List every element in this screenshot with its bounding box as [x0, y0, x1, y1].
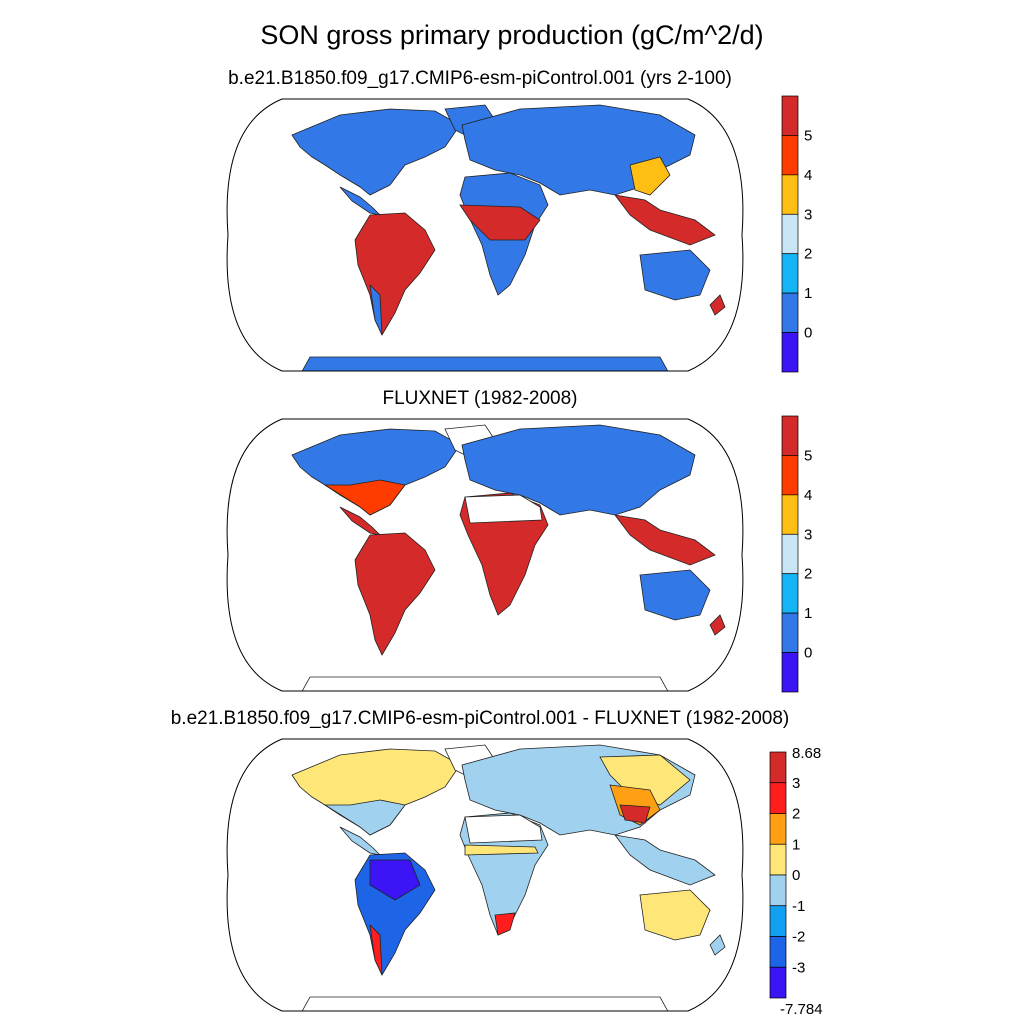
colorbar-min-label: -7.784 [780, 1001, 823, 1018]
colorbar-swatch [781, 174, 799, 215]
colorbar-swatch [781, 612, 799, 653]
figure-title: SON gross primary production (gC/m^2/d) [260, 20, 764, 50]
panel-3-land [291, 744, 726, 1011]
na-land [291, 108, 461, 196]
colorbar-swatch [781, 533, 799, 575]
panel-2-map [226, 418, 744, 692]
panel-1-land [291, 104, 726, 371]
colorbar-swatch [769, 782, 787, 814]
panel-2-land [291, 424, 726, 691]
sa-land [354, 212, 436, 336]
colorbar-tick-label: 1 [792, 836, 800, 853]
colorbar-tick-label: 5 [804, 127, 812, 144]
colorbar-tick-label: 3 [804, 206, 812, 223]
colorbar-swatch [781, 455, 799, 496]
colorbar-swatch [781, 213, 799, 255]
colorbar-tick-label: 2 [792, 806, 800, 823]
colorbar-swatch [781, 494, 799, 535]
colorbar-tick-label: 3 [792, 775, 800, 792]
colorbar-tick-label: 2 [804, 246, 812, 263]
colorbar-tick-label: 4 [804, 487, 812, 504]
panel-2-colorbar: 5 4 3 2 1 0 [781, 415, 812, 693]
colorbar-tick-label: 5 [804, 447, 812, 464]
colorbar-tick-label: 1 [804, 285, 812, 302]
colorbar-swatch [769, 751, 787, 784]
panel-1-colorbar: 5 4 3 2 1 0 [781, 95, 812, 373]
panel-3-colorbar: 3 2 1 0 -1 -2 -3 8.68 -7.784 [769, 745, 823, 1018]
colorbar-swatch [769, 936, 787, 968]
colorbar-tick-label: 4 [804, 167, 812, 184]
australia-land [639, 249, 711, 301]
colorbar-tick-label: -2 [792, 929, 805, 946]
colorbar-swatch [781, 415, 799, 456]
colorbar-swatch [781, 332, 799, 373]
panel-3-map [226, 738, 744, 1012]
colorbar-swatch [781, 135, 799, 176]
colorbar-swatch [769, 966, 787, 999]
colorbar-swatch [769, 905, 787, 937]
colorbar-tick-label: 2 [804, 566, 812, 583]
colorbar-max-label: 8.68 [792, 745, 821, 762]
colorbar-swatch [769, 874, 787, 907]
colorbar-tick-label: 0 [804, 645, 812, 662]
colorbar-swatch [781, 95, 799, 136]
panel-2-subtitle: FLUXNET (1982-2008) [382, 388, 578, 409]
colorbar-tick-label: 0 [792, 867, 800, 884]
panel-1-map [226, 98, 744, 372]
colorbar-swatch [781, 292, 799, 333]
colorbar-swatch [781, 573, 799, 614]
colorbar-swatch [781, 652, 799, 693]
antarctica-land [299, 356, 671, 371]
colorbar-tick-label: 1 [804, 605, 812, 622]
colorbar-swatch [769, 813, 787, 845]
panel-3-subtitle: b.e21.B1850.f09_g17.CMIP6-esm-piControl.… [170, 708, 790, 729]
panel-1-subtitle: b.e21.B1850.f09_g17.CMIP6-esm-piControl.… [228, 68, 732, 89]
colorbar-swatch [781, 253, 799, 294]
colorbar-tick-label: 0 [804, 325, 812, 342]
colorbar-tick-label: -1 [792, 898, 805, 915]
colorbar-tick-label: 3 [804, 526, 812, 543]
colorbar-tick-label: -3 [792, 959, 805, 976]
colorbar-swatch [769, 843, 787, 876]
